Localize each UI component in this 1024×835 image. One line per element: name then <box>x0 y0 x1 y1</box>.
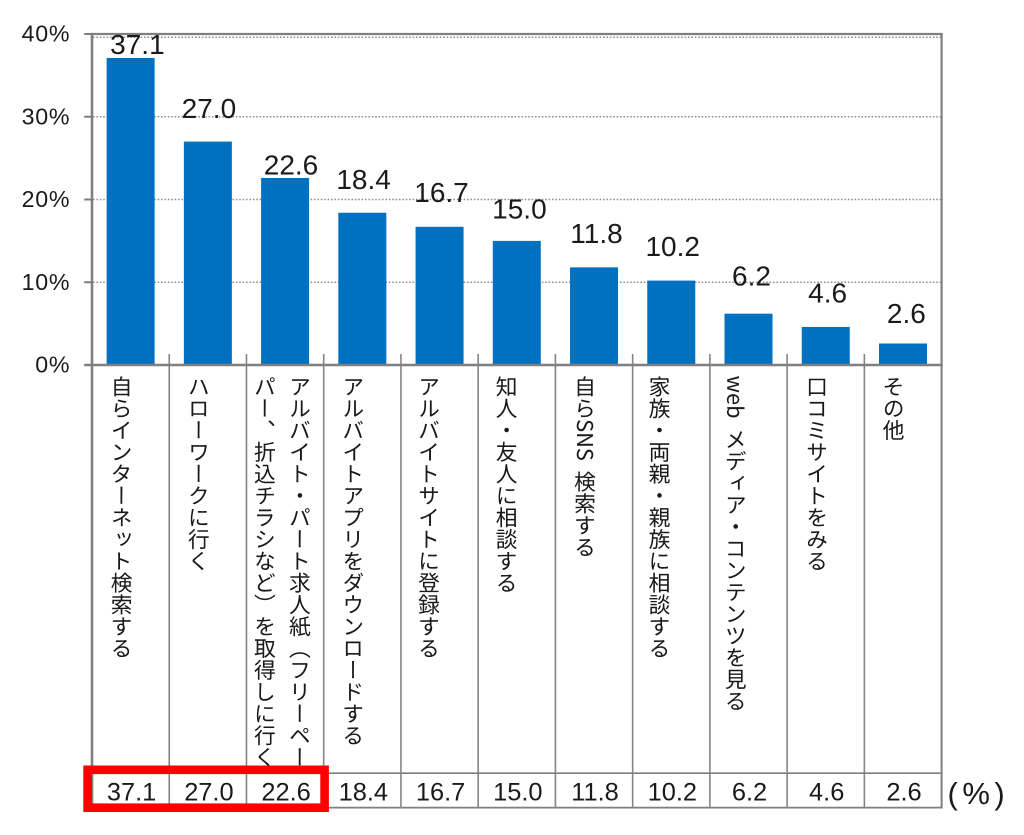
svg-text:6.2: 6.2 <box>732 779 767 807</box>
svg-text:18.4: 18.4 <box>336 164 391 195</box>
svg-text:16.7: 16.7 <box>416 779 465 807</box>
svg-text:0%: 0% <box>35 352 70 378</box>
svg-text:30%: 30% <box>22 103 71 129</box>
svg-text:4.6: 4.6 <box>808 277 847 308</box>
svg-text:22.6: 22.6 <box>264 150 319 181</box>
svg-text:6.2: 6.2 <box>732 261 771 292</box>
svg-text:10.2: 10.2 <box>648 779 697 807</box>
svg-text:16.7: 16.7 <box>414 177 469 208</box>
svg-text:40%: 40% <box>22 21 71 47</box>
svg-text:20%: 20% <box>22 186 71 212</box>
svg-text:22.6: 22.6 <box>261 779 310 807</box>
svg-text:27.0: 27.0 <box>184 779 233 807</box>
svg-text:2.6: 2.6 <box>886 779 921 807</box>
svg-text:37.1: 37.1 <box>107 779 156 807</box>
svg-text:(%): (%) <box>948 776 1010 811</box>
svg-text:10.2: 10.2 <box>645 231 700 262</box>
svg-text:2.6: 2.6 <box>887 298 926 329</box>
svg-text:11.8: 11.8 <box>570 218 622 249</box>
svg-text:27.0: 27.0 <box>182 93 237 124</box>
svg-text:11.8: 11.8 <box>571 779 619 807</box>
svg-text:15.0: 15.0 <box>493 779 542 807</box>
svg-text:10%: 10% <box>22 269 71 295</box>
svg-text:18.4: 18.4 <box>339 779 388 807</box>
svg-text:15.0: 15.0 <box>492 194 547 225</box>
svg-text:37.1: 37.1 <box>110 29 165 60</box>
svg-text:4.6: 4.6 <box>809 779 844 807</box>
